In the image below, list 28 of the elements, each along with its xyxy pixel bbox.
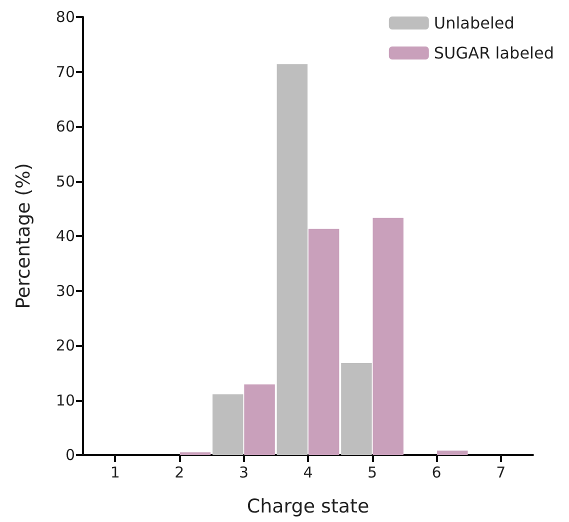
y-tick-label: 70	[56, 62, 75, 81]
y-axis-title: Percentage (%)	[12, 163, 34, 309]
legend-label: Unlabeled	[434, 14, 514, 32]
bar	[180, 452, 211, 455]
bar	[341, 363, 372, 455]
y-tick-label: 80	[56, 8, 75, 26]
x-tick-label: 3	[238, 464, 248, 482]
x-tick-label: 7	[496, 464, 506, 482]
legend-label: SUGAR labeled	[434, 44, 554, 62]
bar	[437, 450, 468, 455]
bar	[244, 384, 275, 455]
x-tick-label: 4	[303, 464, 313, 482]
bar	[212, 394, 244, 455]
x-axis-title: Charge state	[246, 496, 370, 518]
y-tick-label: 50	[56, 172, 75, 190]
y-tick-label: 20	[56, 336, 75, 354]
y-tick-label: 40	[56, 227, 75, 245]
y-tick-label: 0	[65, 446, 75, 464]
x-tick-label: 2	[174, 464, 184, 482]
y-tick-label: 60	[56, 118, 75, 136]
bar	[372, 218, 404, 455]
x-tick-label: 1	[110, 464, 120, 482]
bar	[276, 64, 308, 455]
y-tick-label: 30	[56, 282, 75, 300]
y-tick-label: 10	[56, 391, 75, 410]
bar	[308, 228, 340, 455]
x-tick-label: 5	[368, 464, 378, 482]
x-tick-label: 6	[432, 464, 442, 482]
